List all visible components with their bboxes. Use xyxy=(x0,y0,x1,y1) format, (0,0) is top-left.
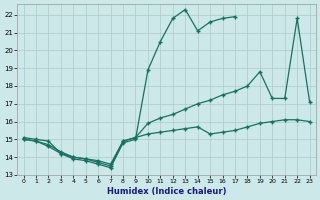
X-axis label: Humidex (Indice chaleur): Humidex (Indice chaleur) xyxy=(107,187,226,196)
